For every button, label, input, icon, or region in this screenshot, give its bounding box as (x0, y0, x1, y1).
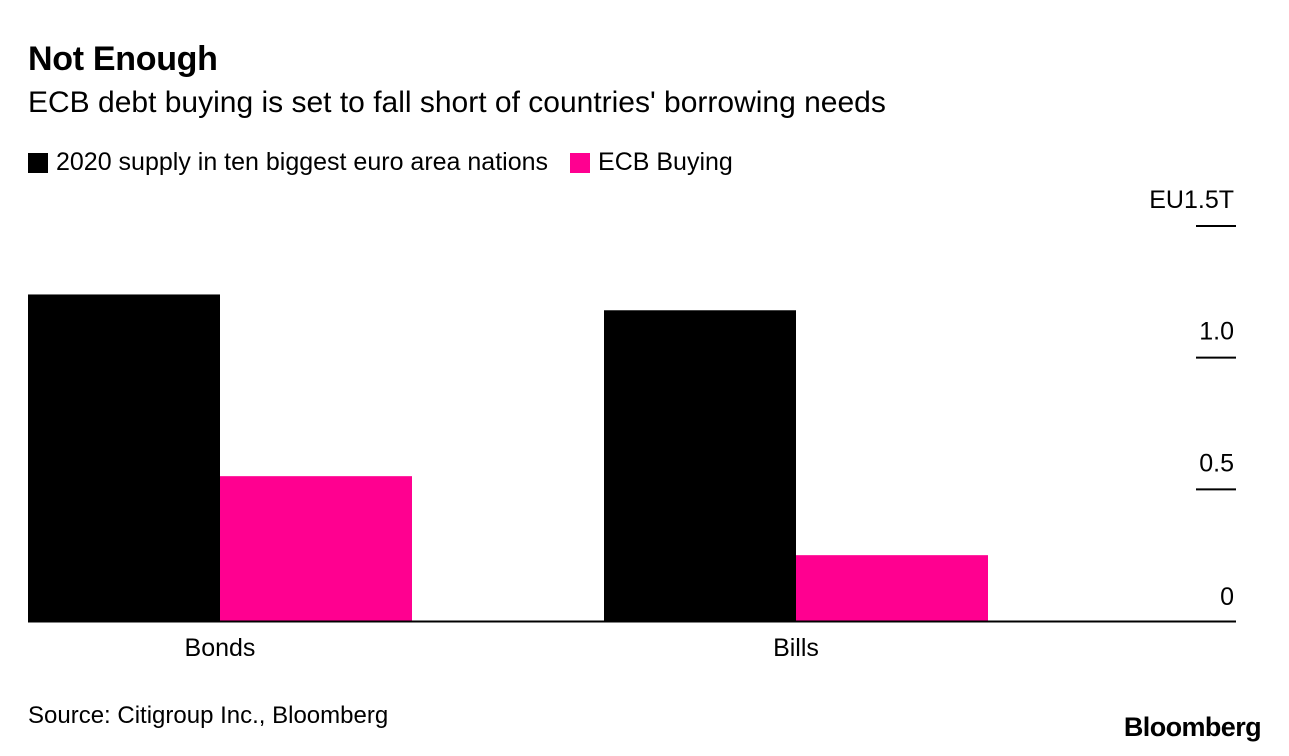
legend-label-ecb: ECB Buying (598, 148, 733, 176)
chart-title: Not Enough (28, 40, 218, 78)
source-note: Source: Citigroup Inc., Bloomberg (28, 702, 389, 729)
bar-bills-series-0 (604, 310, 796, 621)
y-tick-label-2: 1.0 (1199, 318, 1234, 346)
legend: 2020 supply in ten biggest euro area nat… (28, 148, 755, 177)
legend-swatch-supply (28, 152, 48, 173)
legend-item-ecb: ECB Buying (570, 148, 733, 177)
y-tick-label-0: 0 (1220, 583, 1234, 611)
legend-label-supply: 2020 supply in ten biggest euro area nat… (56, 148, 549, 176)
x-tick-label-bills: Bills (773, 634, 819, 662)
legend-item-supply: 2020 supply in ten biggest euro area nat… (28, 148, 548, 177)
bar-bonds-series-1 (220, 476, 412, 621)
bar-chart: Bonds Bills 0 0.5 1.0 EU1.5T (28, 186, 1236, 662)
legend-swatch-ecb (570, 152, 591, 173)
bar-bills-series-1 (796, 555, 988, 621)
bar-bonds-series-0 (28, 294, 220, 621)
bloomberg-logo: Bloomberg (1123, 712, 1262, 742)
y-tick-label-3: EU1.5T (1149, 186, 1234, 214)
x-tick-label-bonds: Bonds (185, 634, 256, 662)
chart-subtitle: ECB debt buying is set to fall short of … (28, 86, 886, 119)
y-tick-label-1: 0.5 (1199, 449, 1234, 477)
